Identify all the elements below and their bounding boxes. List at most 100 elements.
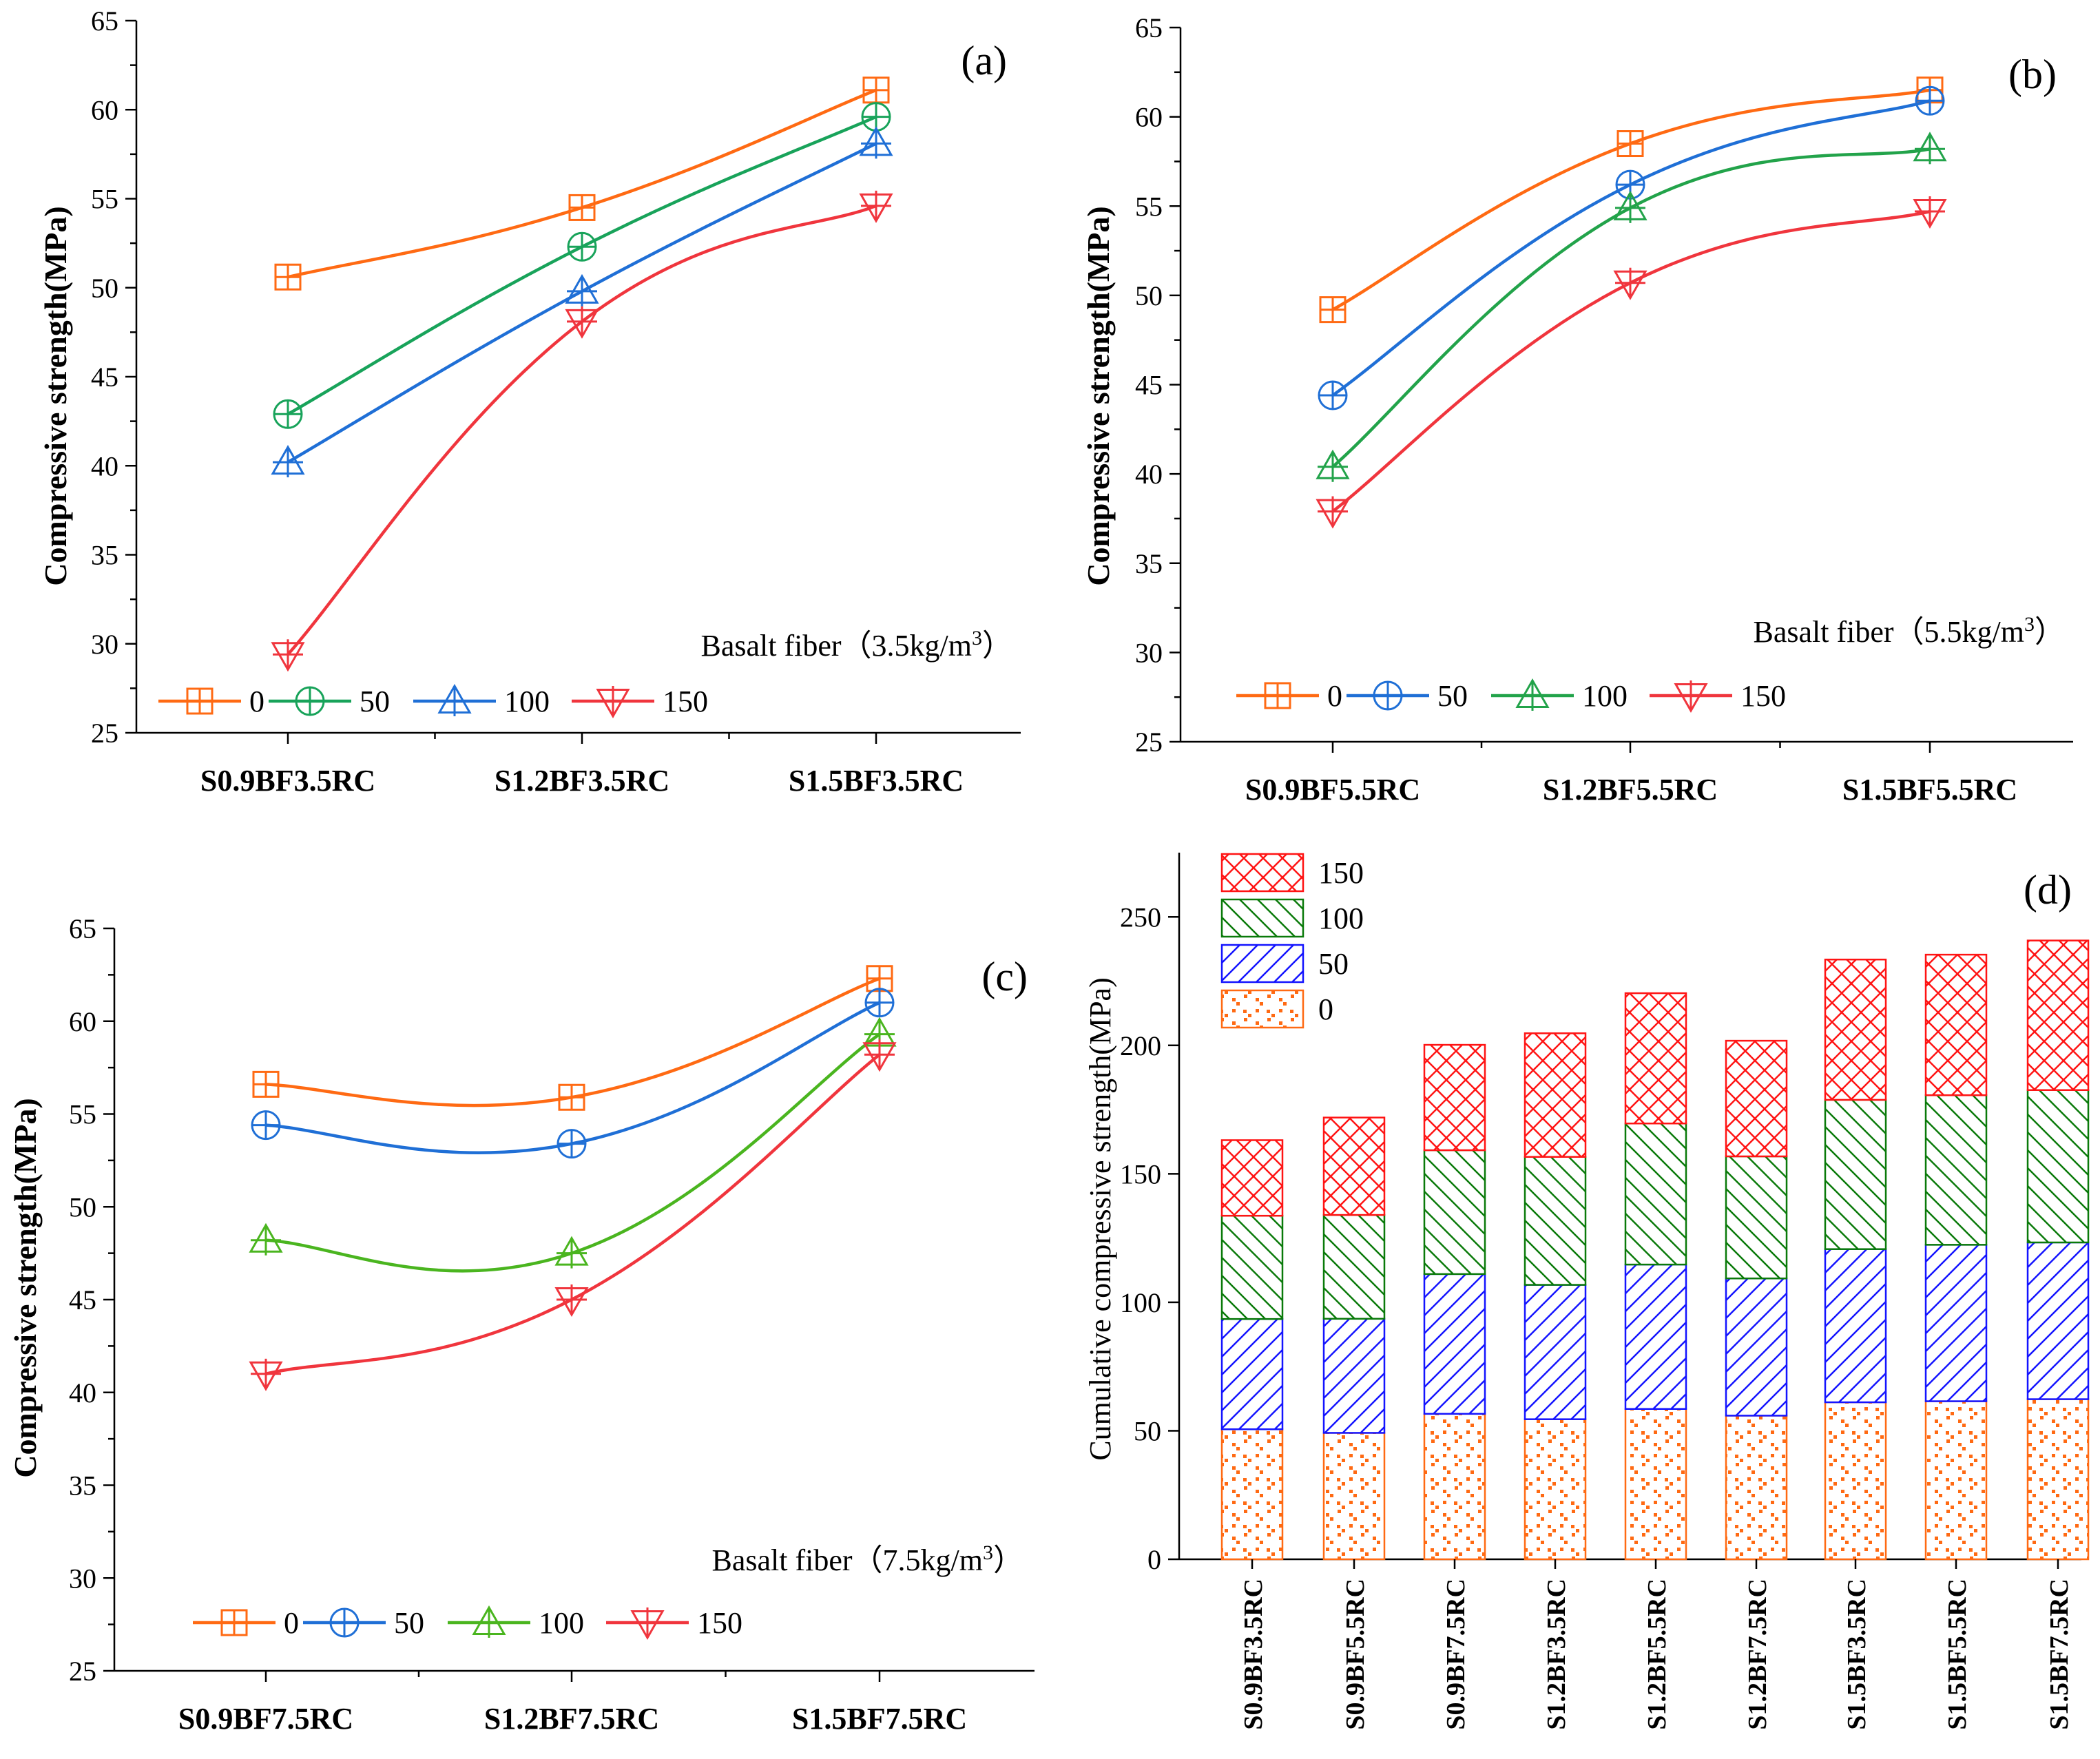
panel-a-legend-item-150: 150 <box>572 685 708 719</box>
panel-d-ytick-label: 50 <box>1134 1415 1161 1446</box>
panel-c-legend-label: 50 <box>394 1606 424 1640</box>
panel-a-plot: 25 30 35 40 45 50 55 60 65 S0.9BF3.5RC S1.2BF3.5RC… <box>91 6 1021 798</box>
panel-d-bar-150 <box>1624 992 1687 1125</box>
panel-d-tag: (d) <box>2024 867 2072 913</box>
panel-a-series-150-line <box>287 204 877 656</box>
panel-d-bar-150 <box>1524 1032 1587 1158</box>
panel-a-series-100-point <box>565 273 599 306</box>
panel-b-series-50-point <box>1915 85 1945 116</box>
panel-d-bar-100 <box>1423 1149 1486 1276</box>
panel-a-ytick-label: 30 <box>91 629 118 660</box>
panel-a-legend-label: 50 <box>360 685 390 718</box>
panel-a-ylabel: Compressive strength(MPa) <box>38 206 73 585</box>
panel-d-bar-100 <box>1220 1214 1284 1320</box>
panel-d-bar-100 <box>1524 1156 1587 1286</box>
panel-c-ytick-label: 50 <box>69 1191 96 1222</box>
panel-b-series-100-point <box>1316 449 1350 482</box>
panel-b-legend-item-0: 0 <box>1236 679 1342 713</box>
panel-b-legend-label: 100 <box>1582 679 1628 713</box>
panel-a-annotation: Basalt fiber（3.5kg/m3） <box>701 627 1013 663</box>
panel-d-xtick-label: S0.9BF7.5RC <box>1442 1579 1470 1730</box>
panel-a-series-0-point <box>274 263 302 291</box>
panel-c-series-50-point <box>864 988 895 1018</box>
panel-d-bar-100 <box>1322 1214 1386 1320</box>
panel-b-series-0-point <box>1319 296 1347 324</box>
panel-d-legend-swatch <box>1220 853 1304 893</box>
panel-c-legend-marker <box>630 1607 665 1641</box>
panel-b-ytick-label: 50 <box>1135 280 1163 311</box>
panel-b-ytick-label: 40 <box>1135 459 1163 490</box>
panel-a-ytick-label: 60 <box>91 94 118 125</box>
panel-a-ytick-label: 50 <box>91 273 118 304</box>
panel-c-ytick-label: 55 <box>69 1099 96 1130</box>
panel-d-xtick-label: S1.5BF3.5RC <box>1842 1579 1871 1730</box>
panel-a-ytick-label: 65 <box>91 6 118 37</box>
panel-b-ylabel: Compressive strength(MPa) <box>1081 206 1116 585</box>
panel-b-legend-marker <box>1674 680 1708 714</box>
panel-b-ytick-label: 35 <box>1135 548 1163 579</box>
panel-d-legend-label: 150 <box>1318 856 1364 890</box>
panel-c-series-0-point <box>866 965 893 992</box>
panel-d: Cumulative compressive strength(MPa) 0 50… <box>1083 853 2090 1730</box>
panel-b-series-150-line <box>1331 209 1931 513</box>
panel-c-annotation: Basalt fiber（7.5kg/m3） <box>712 1541 1024 1577</box>
panel-d-ytick-label: 0 <box>1147 1544 1161 1575</box>
panel-a: Compressive strength(MPa) 25 30 35 40 45 50 55… <box>38 6 1021 798</box>
panel-a-series-100-point <box>859 126 893 159</box>
panel-d-bar-0 <box>1220 1428 1284 1561</box>
panel-a-ytick-label: 45 <box>91 362 118 393</box>
panel-b-legend-label: 0 <box>1327 679 1342 713</box>
panel-c-legend: 0 50 100 150 <box>193 1605 742 1641</box>
panel-d-bar-0 <box>1423 1413 1486 1561</box>
panel-b-tag: (b) <box>2008 52 2057 97</box>
panel-a-series-0-point <box>568 194 596 221</box>
panel-b-series-150-point <box>1613 267 1647 300</box>
panel-c-legend-label: 150 <box>697 1606 742 1640</box>
panel-d-ytick-label: 150 <box>1120 1158 1161 1189</box>
panel-b-series-100-point <box>1613 190 1647 223</box>
panel-d-bar-50 <box>1624 1263 1687 1410</box>
panel-a-legend-label: 150 <box>663 685 708 718</box>
panel-d-bar-0 <box>1824 1401 1887 1561</box>
panel-d-bar-50 <box>1423 1273 1486 1415</box>
panel-b: Compressive strength(MPa) 25 30 35 40 45 50 55… <box>1081 12 2073 806</box>
panel-d-legend-label: 50 <box>1318 947 1349 981</box>
panel-b-series-150-point <box>1913 196 1947 229</box>
panel-b-legend: 0 50 100 150 <box>1236 678 1786 714</box>
panel-d-bar-150 <box>1924 953 1988 1096</box>
panel-c-ytick-label: 40 <box>69 1377 96 1408</box>
panel-c-legend-marker <box>472 1605 506 1638</box>
panel-b-series-50-point <box>1318 380 1348 410</box>
panel-d-bar-0 <box>2026 1398 2090 1561</box>
panel-a-ytick-label: 25 <box>91 718 118 749</box>
panel-c-series-150-line <box>265 1053 881 1375</box>
panel-d-bar-150 <box>1423 1043 1486 1152</box>
panel-a-series-50-point <box>567 231 597 262</box>
panel-c-xtick-label: S1.5BF7.5RC <box>792 1702 967 1736</box>
panel-b-series-0-point <box>1616 130 1644 158</box>
panel-c-ytick-label: 25 <box>69 1656 96 1687</box>
panel-c-series-150-point <box>554 1284 589 1318</box>
panel-d-xtick-label: S1.5BF5.5RC <box>1943 1579 1972 1730</box>
panel-a-tag: (a) <box>961 38 1007 83</box>
panel-d-bar-0 <box>1725 1415 1788 1561</box>
panel-b-legend-item-100: 100 <box>1491 678 1628 713</box>
panel-d-legend-item-100: 100 <box>1220 898 1364 938</box>
panel-b-series-100-line <box>1331 147 1931 468</box>
panel-c-series-0-point <box>252 1070 280 1098</box>
panel-d-bar-50 <box>1322 1318 1386 1434</box>
panel-d-legend-item-0: 0 <box>1220 989 1333 1029</box>
panel-c-series-150-point <box>249 1358 283 1391</box>
panel-d-ytick-label: 200 <box>1120 1030 1161 1061</box>
panel-d-bar-150 <box>1322 1116 1386 1216</box>
panel-a-legend: 0 50 100 150 <box>158 683 708 719</box>
panel-d-bar-150 <box>1220 1139 1284 1217</box>
panel-b-ytick-label: 55 <box>1135 191 1163 222</box>
panel-b-legend-item-150: 150 <box>1650 679 1786 714</box>
panel-c-legend-label: 0 <box>284 1606 299 1640</box>
panel-d-bar-50 <box>2026 1241 2090 1400</box>
panel-b-legend-marker <box>1373 680 1403 711</box>
panel-c-ytick-label: 30 <box>69 1563 96 1594</box>
panel-a-series-100-point <box>271 445 305 478</box>
panel-a-ytick-label: 35 <box>91 540 118 571</box>
